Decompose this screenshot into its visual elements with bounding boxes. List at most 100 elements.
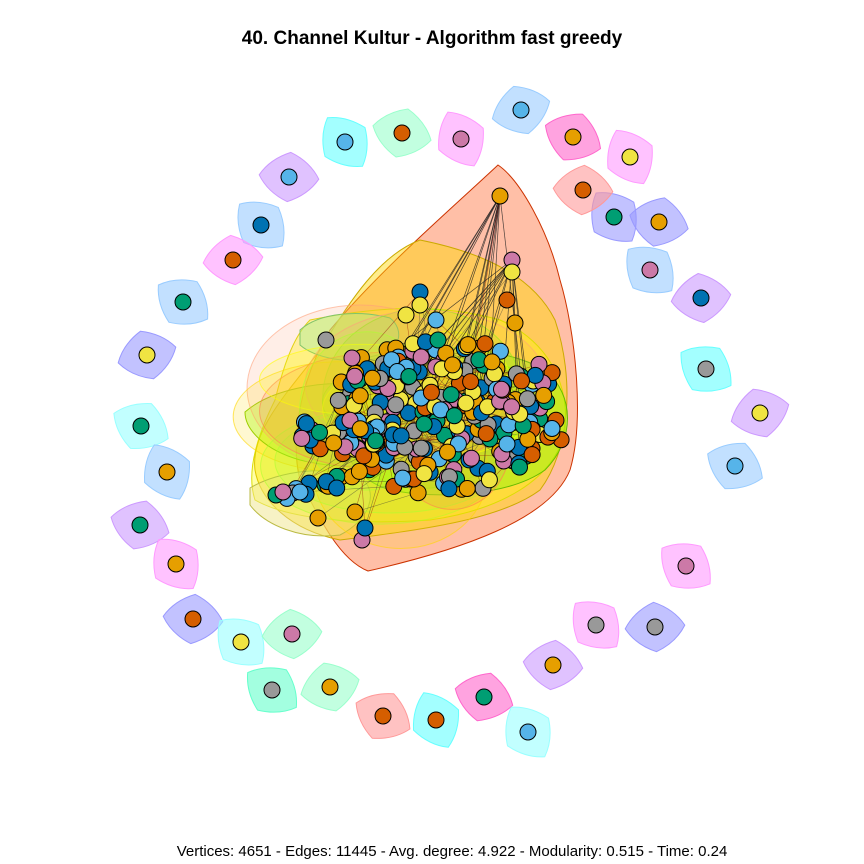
graph-node bbox=[293, 429, 311, 447]
singleton-node bbox=[519, 723, 537, 741]
singleton-node bbox=[697, 360, 715, 378]
graph-node bbox=[394, 469, 412, 487]
graph-node bbox=[498, 291, 516, 309]
graph-node bbox=[397, 306, 415, 324]
graph-node bbox=[317, 331, 335, 349]
graph-node bbox=[457, 394, 475, 412]
singleton-node bbox=[252, 216, 270, 234]
singleton-node bbox=[232, 633, 250, 651]
graph-node bbox=[442, 386, 460, 404]
graph-node bbox=[543, 420, 561, 437]
singleton-node bbox=[475, 688, 493, 706]
graph-node bbox=[415, 465, 433, 483]
singleton-node bbox=[427, 711, 445, 729]
graph-node bbox=[346, 367, 364, 385]
graph-node bbox=[355, 447, 373, 465]
graph-node bbox=[325, 434, 343, 452]
singleton-node bbox=[131, 516, 149, 534]
graph-node bbox=[367, 432, 385, 450]
graph-node bbox=[329, 391, 347, 409]
graph-node bbox=[429, 331, 447, 349]
graph-node bbox=[351, 387, 369, 405]
graph-node bbox=[412, 348, 430, 366]
graph-edge bbox=[354, 492, 419, 513]
graph-statistics: Vertices: 4651 - Edges: 11445 - Avg. deg… bbox=[176, 843, 728, 860]
graph-node bbox=[412, 439, 430, 457]
graph-node bbox=[346, 503, 364, 521]
graph-node bbox=[518, 390, 536, 408]
graph-node bbox=[491, 187, 509, 205]
graph-node bbox=[440, 480, 458, 498]
graph-node bbox=[458, 480, 476, 497]
singleton-hulls bbox=[110, 85, 790, 758]
singleton-node bbox=[158, 463, 176, 481]
singleton-node bbox=[587, 616, 605, 634]
graph-edge bbox=[299, 486, 394, 493]
singleton-node bbox=[621, 148, 639, 166]
singleton-node bbox=[452, 130, 470, 148]
graph-node bbox=[503, 398, 521, 416]
graph-node bbox=[411, 296, 429, 314]
singleton-node bbox=[677, 557, 695, 575]
graph-node bbox=[498, 435, 516, 453]
graph-node bbox=[422, 383, 440, 401]
singleton-node bbox=[650, 213, 668, 231]
graph-node bbox=[476, 335, 494, 353]
singleton-node bbox=[564, 128, 582, 146]
singleton-node bbox=[751, 404, 769, 422]
graph-edge bbox=[499, 195, 522, 381]
graph-node bbox=[400, 368, 418, 385]
singleton-node bbox=[692, 289, 710, 307]
graph-node bbox=[387, 396, 405, 414]
singleton-node bbox=[393, 124, 411, 142]
singleton-node bbox=[263, 681, 281, 699]
singleton-node bbox=[641, 261, 659, 279]
graph-node bbox=[415, 415, 433, 433]
graph-nodes bbox=[131, 101, 769, 741]
graph-node bbox=[535, 386, 553, 404]
graph-node bbox=[493, 380, 510, 398]
graph-edge bbox=[398, 195, 501, 358]
graph-node bbox=[506, 314, 524, 332]
singleton-node bbox=[605, 208, 623, 226]
graph-node bbox=[350, 462, 368, 480]
singleton-node bbox=[283, 625, 301, 643]
graph-node bbox=[309, 509, 327, 527]
graph-node bbox=[363, 369, 381, 387]
singleton-node bbox=[544, 656, 562, 674]
singleton-node bbox=[512, 101, 530, 119]
graph-node bbox=[445, 407, 463, 425]
graph-node bbox=[392, 427, 410, 445]
graph-node bbox=[427, 311, 445, 329]
graph-node bbox=[513, 372, 530, 390]
graph-node bbox=[503, 263, 521, 281]
singleton-node bbox=[646, 618, 664, 636]
graph-node bbox=[511, 458, 528, 476]
singleton-node bbox=[132, 417, 150, 435]
singleton-node bbox=[321, 678, 339, 696]
singleton-node bbox=[574, 181, 592, 199]
graph-node bbox=[462, 449, 480, 467]
graph-node bbox=[444, 356, 461, 374]
singleton-node bbox=[280, 168, 298, 186]
singleton-node bbox=[174, 293, 192, 311]
graph-node bbox=[356, 519, 374, 537]
graph-node bbox=[439, 443, 456, 461]
graph-node bbox=[483, 353, 501, 371]
singleton-node bbox=[224, 251, 242, 269]
singleton-node bbox=[726, 457, 744, 475]
graph-node bbox=[523, 446, 541, 464]
graph-node bbox=[343, 349, 361, 367]
graph-node bbox=[328, 479, 346, 497]
plot-title: 40. Channel Kultur - Algorithm fast gree… bbox=[241, 28, 623, 49]
singleton-node bbox=[336, 133, 354, 151]
graph-node bbox=[311, 423, 328, 441]
graph-node bbox=[459, 336, 477, 354]
singleton-node bbox=[167, 555, 185, 573]
singleton-node bbox=[184, 610, 202, 628]
graph-node bbox=[351, 420, 369, 438]
singleton-node bbox=[374, 707, 392, 725]
graph-node bbox=[477, 425, 495, 443]
